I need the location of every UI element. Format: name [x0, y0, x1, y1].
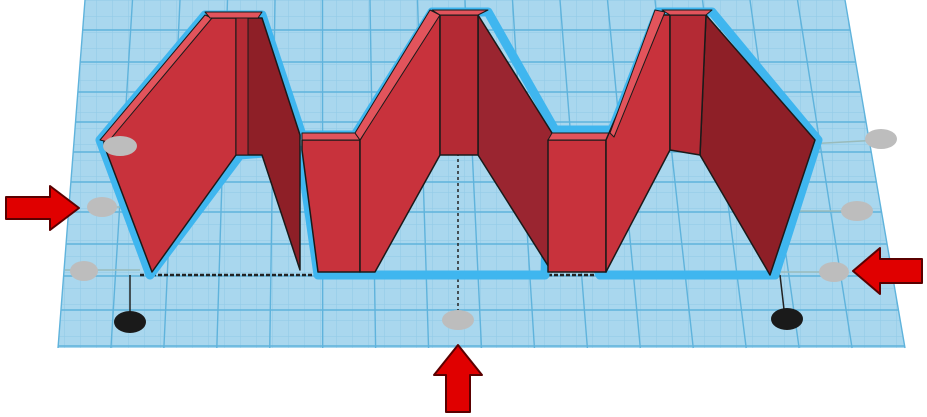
handle-corner-front-left[interactable]	[114, 311, 146, 333]
left-side-handle[interactable]	[87, 197, 117, 217]
grid-line	[844, 0, 906, 349]
arrow-right-icon	[5, 185, 80, 231]
arrow-up-icon	[433, 344, 483, 413]
handle-bottom-left[interactable]	[70, 261, 98, 281]
handle-top-right[interactable]	[865, 129, 897, 149]
right-side-handle[interactable]	[819, 262, 849, 282]
grid-line	[796, 0, 853, 349]
zigzag-wall[interactable]	[95, 7, 823, 280]
handle-top-left[interactable]	[103, 136, 137, 156]
resize-handles[interactable]	[70, 129, 897, 333]
arrow-callouts	[5, 185, 923, 413]
grid-line	[57, 0, 86, 349]
arrow-left-icon	[852, 247, 923, 295]
wall-panel-valley-2[interactable]	[547, 139, 607, 273]
handle-corner-front-right[interactable]	[771, 308, 803, 330]
handle-mid-right[interactable]	[841, 201, 873, 221]
front-center-handle[interactable]	[442, 310, 474, 330]
